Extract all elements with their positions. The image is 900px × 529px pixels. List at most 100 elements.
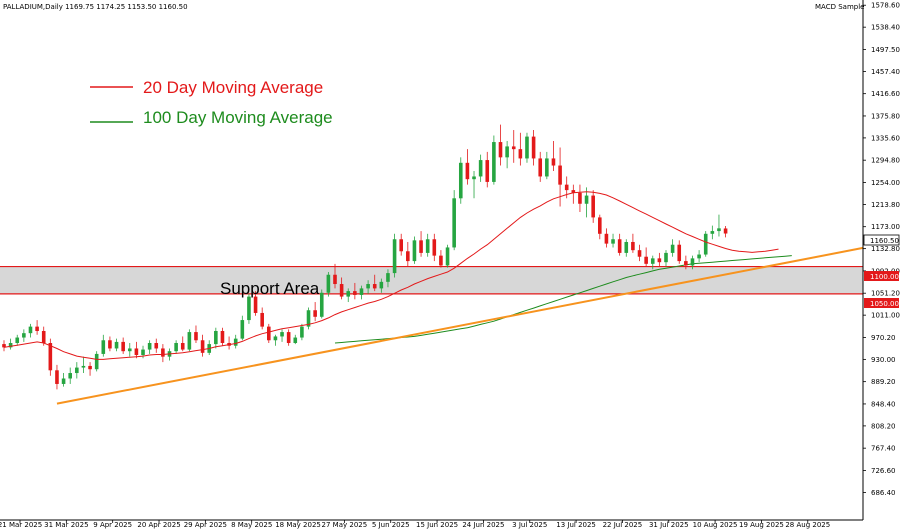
- candle-bull: [147, 343, 152, 350]
- ma100-line: [334, 255, 792, 344]
- candle-bull: [392, 239, 397, 274]
- candle-bear: [558, 165, 562, 185]
- candle-bear: [267, 326, 271, 341]
- x-tick-label: 21 Mar 2025: [0, 521, 42, 529]
- candle-bear: [353, 291, 357, 295]
- candle-bull: [174, 343, 178, 352]
- candle-bull: [690, 258, 695, 266]
- support-lower-tag: [864, 298, 899, 308]
- x-tick-label: 8 May 2025: [231, 521, 272, 529]
- candle-bull: [458, 162, 463, 199]
- support-upper-tag: [864, 271, 899, 281]
- candle-bull: [386, 273, 390, 282]
- x-tick-label: 27 May 2025: [322, 521, 368, 529]
- candle-bear: [604, 233, 609, 244]
- candle-bull: [240, 320, 245, 339]
- candle-bear: [439, 255, 443, 266]
- candle-bull: [359, 288, 364, 295]
- candle-bear: [723, 228, 728, 234]
- y-tick-label: 1335.60: [871, 134, 900, 142]
- y-tick-label: 1132.80: [871, 245, 900, 253]
- candle-bear: [591, 195, 595, 218]
- candle-bear: [419, 240, 423, 253]
- y-tick-label: 808.20: [871, 422, 896, 430]
- y-tick-label: 1254.00: [871, 179, 900, 187]
- x-tick-label: 20 Apr 2025: [137, 521, 180, 529]
- candle-bear: [121, 341, 125, 352]
- trendline-layer[interactable]: [56, 246, 864, 405]
- candle-bull: [717, 228, 721, 232]
- candle-bear: [485, 160, 490, 182]
- indicator-label: MACD Sample: [815, 3, 864, 11]
- candle-bull: [280, 332, 284, 337]
- y-tick-label: 1497.50: [871, 46, 900, 54]
- y-tick-label: 1173.00: [871, 223, 900, 231]
- candle-bear: [2, 344, 6, 348]
- support-upper-value: 1100.00: [870, 273, 899, 281]
- candle-bear: [399, 239, 403, 252]
- candle-bull: [379, 281, 384, 289]
- candle-bear: [55, 370, 59, 384]
- candle-bear: [180, 343, 185, 350]
- candle-bear: [194, 332, 198, 341]
- candle-bull: [670, 244, 675, 253]
- candle-bear: [134, 348, 139, 356]
- candle-bear: [684, 261, 688, 266]
- candle-bull: [247, 296, 251, 321]
- candle-bear: [339, 284, 344, 297]
- candle-bull: [412, 240, 417, 262]
- y-tick-label: 970.20: [871, 334, 896, 342]
- candle-bear: [154, 343, 159, 349]
- support-trendline[interactable]: [56, 246, 864, 405]
- x-tick-label: 13 Jul 2025: [556, 521, 596, 529]
- y-tick-label: 889.20: [871, 378, 896, 386]
- y-tick-label: 1416.60: [871, 90, 900, 98]
- y-tick-label: 848.40: [871, 400, 896, 408]
- candle-bull: [94, 353, 99, 370]
- x-tick-label: 19 Aug 2025: [739, 521, 784, 529]
- candle-bear: [571, 190, 576, 193]
- candle-bull: [306, 310, 311, 327]
- candle-bull: [472, 176, 476, 180]
- candle-bear: [531, 136, 536, 159]
- candle-bull: [15, 337, 20, 344]
- candle-bull: [81, 365, 86, 368]
- support-area-fill: [0, 266, 863, 294]
- x-tick-label: 31 Jul 2025: [649, 521, 689, 529]
- candle-bull: [61, 378, 66, 384]
- candle-bull: [366, 284, 370, 289]
- x-tick-label: 10 Aug 2025: [693, 521, 738, 529]
- x-tick-label: 22 Jul 2025: [603, 521, 643, 529]
- candle-bull: [28, 326, 33, 334]
- y-tick-label: 686.40: [871, 489, 896, 497]
- x-tick-label: 31 Mar 2025: [44, 521, 88, 529]
- candle-bull: [22, 333, 26, 338]
- candle-bear: [432, 239, 437, 256]
- candle-bull: [425, 239, 430, 253]
- candles: [2, 124, 728, 390]
- symbol-info: PALLADIUM,Daily 1169.75 1174.25 1153.50 …: [3, 3, 188, 11]
- y-tick-label: 1457.40: [871, 68, 900, 76]
- support-area-label: Support Area: [220, 279, 320, 298]
- candle-bull: [505, 146, 509, 158]
- y-tick-label: 767.40: [871, 445, 896, 453]
- candle-bull: [697, 254, 701, 259]
- candle-bear: [617, 239, 622, 253]
- candle-bull: [114, 341, 119, 349]
- candle-bear: [578, 192, 582, 204]
- candle-bear: [518, 149, 523, 159]
- candle-bear: [511, 146, 516, 150]
- candle-bull: [68, 373, 72, 379]
- last-price-tag: [863, 234, 900, 246]
- candle-bear: [637, 250, 642, 257]
- candle-bear: [644, 256, 648, 264]
- candle-bear: [108, 340, 112, 349]
- y-tick-label: 930.00: [871, 356, 896, 364]
- y-tick-label: 1213.80: [871, 201, 900, 209]
- y-tick-label: 1011.00: [871, 312, 900, 320]
- candle-bear: [41, 330, 46, 344]
- candle-bear: [372, 284, 377, 289]
- support-lower-value: 1050.00: [870, 300, 899, 308]
